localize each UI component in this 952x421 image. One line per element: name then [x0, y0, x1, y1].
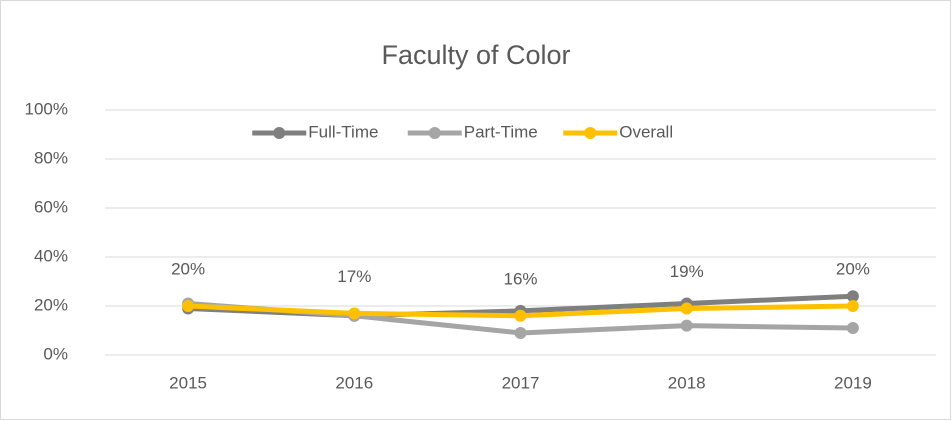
data-label: 16%: [503, 269, 537, 288]
data-label: 20%: [171, 259, 205, 278]
x-tick-label: 2015: [169, 373, 207, 392]
legend-label: Part-Time: [464, 122, 538, 141]
point: [680, 319, 693, 332]
point: [680, 302, 693, 315]
y-tick-label: 20%: [34, 295, 68, 314]
legend-marker: [273, 127, 286, 139]
data-label: 17%: [337, 267, 371, 286]
y-tick-label: 100%: [25, 99, 68, 118]
x-tick-label: 2018: [668, 373, 706, 392]
point: [846, 322, 859, 335]
x-tick-label: 2019: [834, 373, 872, 392]
x-tick-label: 2016: [335, 373, 373, 392]
x-tick-label: 2017: [502, 373, 540, 392]
legend-label: Overall: [619, 122, 673, 141]
legend-label: Full-Time: [308, 122, 378, 141]
legend-marker: [428, 127, 441, 139]
legend-marker: [584, 127, 597, 139]
point: [182, 300, 195, 312]
point: [846, 290, 859, 303]
y-tick-label: 0%: [43, 344, 68, 363]
y-tick-label: 60%: [34, 197, 68, 216]
point: [514, 326, 527, 339]
point: [846, 300, 859, 312]
y-tick-label: 40%: [34, 246, 68, 265]
point: [348, 307, 361, 320]
data-label: 20%: [836, 259, 870, 278]
data-label: 19%: [670, 262, 704, 281]
chart-title: Faculty of Color: [381, 40, 570, 70]
point: [514, 309, 527, 322]
y-tick-label: 80%: [34, 148, 68, 167]
